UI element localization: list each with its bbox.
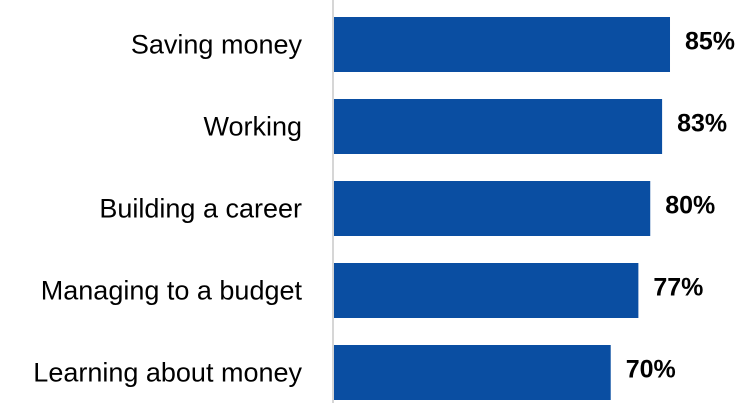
value-label: 77% [653, 274, 703, 302]
category-label: Learning about money [33, 358, 302, 388]
bar [334, 17, 671, 72]
category-label: Saving money [131, 30, 303, 60]
value-labels: 85% 83% 80% 77% 70% [626, 28, 735, 384]
bar [334, 99, 663, 154]
value-label: 85% [685, 28, 735, 56]
category-labels: Saving money Working Building a career Mana… [33, 30, 302, 388]
bar [334, 181, 651, 236]
value-label: 70% [626, 356, 676, 384]
bar [334, 345, 611, 400]
category-label: Managing to a budget [41, 276, 303, 306]
category-label: Working [203, 112, 302, 142]
value-label: 80% [665, 192, 715, 220]
bars [334, 17, 671, 400]
value-label: 83% [677, 110, 727, 138]
category-label: Building a career [99, 194, 302, 224]
bar [334, 263, 639, 318]
